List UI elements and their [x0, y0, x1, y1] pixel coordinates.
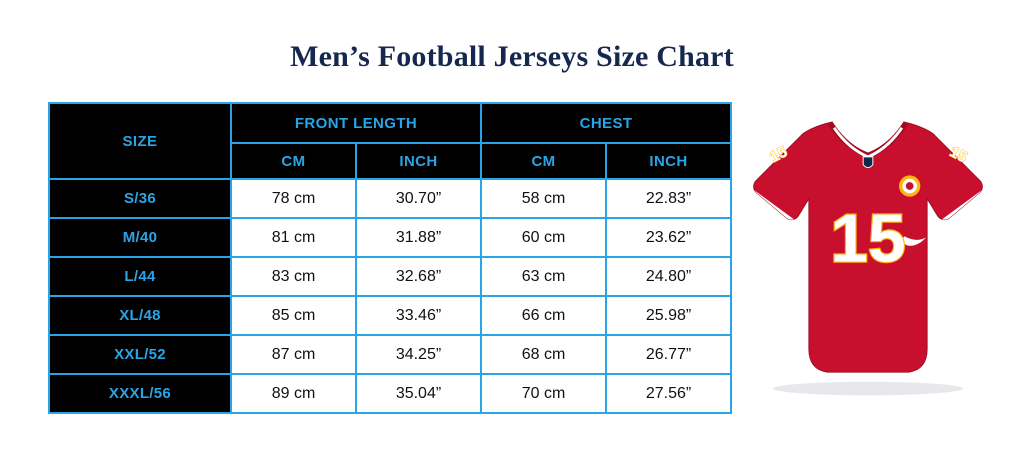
size-cell: L/44 [48, 256, 232, 297]
col-header-front-length: FRONT LENGTH [229, 102, 483, 144]
front-length-cm-cell: 78 cm [230, 178, 357, 219]
table-row-s36: S/36 78 cm 30.70” 58 cm 22.83” [48, 178, 733, 219]
col-header-front-length-cm: CM [230, 142, 357, 180]
front-length-cm-cell: 85 cm [230, 295, 357, 336]
jersey-shadow [773, 381, 963, 396]
jersey-product-image: 15 15 15 [742, 96, 994, 402]
front-length-cm-cell: 81 cm [230, 217, 357, 258]
swoosh-icon [902, 236, 927, 246]
chest-cm-cell: 66 cm [480, 295, 608, 336]
front-length-inch-cell: 33.46” [354, 295, 483, 336]
table-row-m40: M/40 81 cm 31.88” 60 cm 23.62” [48, 217, 733, 258]
front-length-inch-cell: 31.88” [354, 217, 483, 258]
front-length-cm-cell: 87 cm [230, 334, 357, 375]
chest-cm-cell: 60 cm [480, 217, 608, 258]
size-cell: XXL/52 [48, 334, 232, 375]
size-cell: XL/48 [48, 295, 232, 336]
table-header-row-groups: SIZE FRONT LENGTH CHEST [48, 102, 733, 180]
chest-inch-cell: 26.77” [605, 334, 733, 375]
size-cell: M/40 [48, 217, 232, 258]
chest-cm-cell: 70 cm [480, 373, 608, 414]
col-header-front-length-inch: INCH [354, 142, 483, 180]
chest-inch-cell: 24.80” [605, 256, 733, 297]
size-chart-table: SIZE FRONT LENGTH CHEST CM INCH CM INCH … [48, 102, 733, 414]
table-row-xxl52: XXL/52 87 cm 34.25” 68 cm 26.77” [48, 334, 733, 375]
chest-number: 15 [830, 202, 905, 277]
table-row-xxxl56: XXXL/56 89 cm 35.04” 70 cm 27.56” [48, 373, 733, 414]
col-header-chest-cm: CM [480, 142, 608, 180]
jersey-body [753, 121, 983, 373]
chest-inch-cell: 22.83” [605, 178, 733, 219]
chest-cm-cell: 63 cm [480, 256, 608, 297]
front-length-inch-cell: 35.04” [354, 373, 483, 414]
size-cell: S/36 [48, 178, 232, 219]
col-header-chest: CHEST [480, 102, 733, 144]
content-area: SIZE FRONT LENGTH CHEST CM INCH CM INCH … [0, 102, 1024, 414]
chest-inch-cell: 27.56” [605, 373, 733, 414]
front-length-inch-cell: 32.68” [354, 256, 483, 297]
table-row-l44: L/44 83 cm 32.68” 63 cm 24.80” [48, 256, 733, 297]
table-header-row-units: CM INCH CM INCH [49, 142, 733, 180]
col-header-chest-inch: INCH [605, 142, 733, 180]
col-header-size: SIZE [48, 102, 232, 180]
front-length-inch-cell: 34.25” [354, 334, 483, 375]
jersey-illustration: 15 15 15 [753, 121, 983, 396]
table-row-xl48: XL/48 85 cm 33.46” 66 cm 25.98” [48, 295, 733, 336]
chest-cm-cell: 58 cm [480, 178, 608, 219]
chest-inch-cell: 23.62” [605, 217, 733, 258]
size-cell: XXXL/56 [48, 373, 232, 414]
chest-cm-cell: 68 cm [480, 334, 608, 375]
front-length-cm-cell: 83 cm [230, 256, 357, 297]
nfl-shield-icon [862, 156, 874, 169]
team-patch-icon [899, 175, 921, 197]
page-title: Men’s Football Jerseys Size Chart [290, 40, 734, 73]
front-length-cm-cell: 89 cm [230, 373, 357, 414]
chest-inch-cell: 25.98” [605, 295, 733, 336]
front-length-inch-cell: 30.70” [354, 178, 483, 219]
